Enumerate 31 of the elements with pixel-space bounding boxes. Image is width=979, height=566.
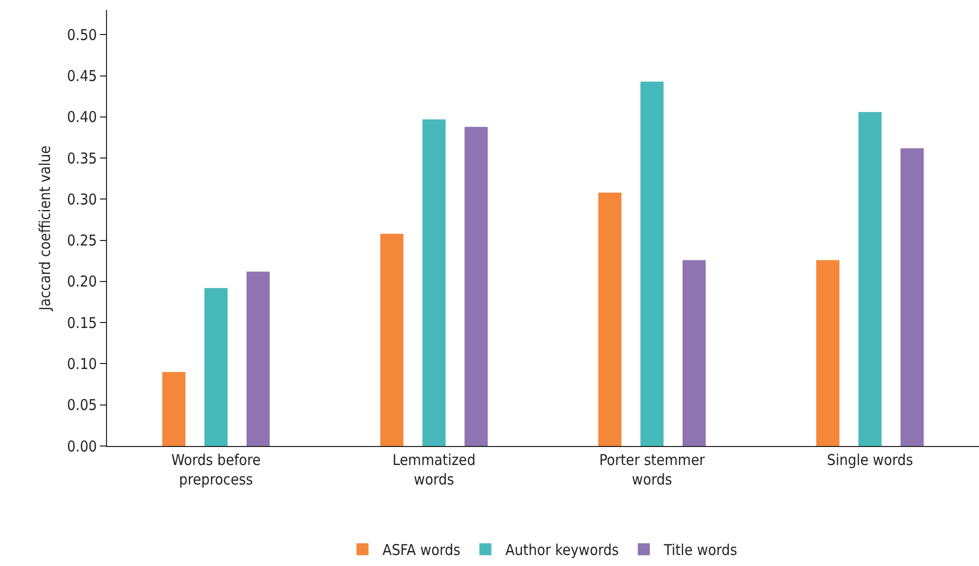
y-tick-label: 0.50 bbox=[66, 26, 97, 44]
bar bbox=[598, 192, 622, 446]
bar bbox=[682, 260, 706, 446]
y-tick-label: 0.35 bbox=[66, 149, 97, 168]
bar bbox=[858, 112, 882, 446]
y-axis-title: Jaccard coefficient value bbox=[36, 146, 54, 312]
legend-label: Author keywords bbox=[505, 541, 619, 560]
x-tick-label: Porter stemmer words bbox=[599, 451, 706, 488]
y-tick-label: 0.25 bbox=[66, 232, 97, 250]
bar bbox=[640, 82, 664, 446]
y-tick-label: 0.00 bbox=[66, 437, 97, 456]
y-tick-label: 0.45 bbox=[66, 67, 97, 86]
y-tick-label: 0.30 bbox=[66, 190, 97, 208]
x-tick-label: Words before preprocess bbox=[171, 451, 261, 488]
y-tick-label: 0.20 bbox=[66, 272, 97, 291]
legend-label: Title words bbox=[662, 541, 738, 560]
bar bbox=[816, 260, 840, 446]
bar bbox=[380, 234, 404, 446]
bar bbox=[422, 119, 446, 446]
y-tick-label: 0.40 bbox=[66, 108, 97, 126]
bar bbox=[900, 148, 924, 446]
bar bbox=[246, 272, 270, 446]
legend-label: ASFA words bbox=[382, 541, 460, 560]
x-tick-label: Lemmatized words bbox=[392, 451, 476, 488]
bar bbox=[162, 372, 186, 446]
x-tick-label: Single words bbox=[827, 451, 913, 469]
y-tick-label: 0.05 bbox=[66, 396, 97, 414]
y-tick-label: 0.10 bbox=[66, 354, 97, 373]
bar bbox=[464, 126, 488, 446]
y-tick-label: 0.15 bbox=[66, 314, 97, 332]
bar bbox=[204, 288, 228, 446]
